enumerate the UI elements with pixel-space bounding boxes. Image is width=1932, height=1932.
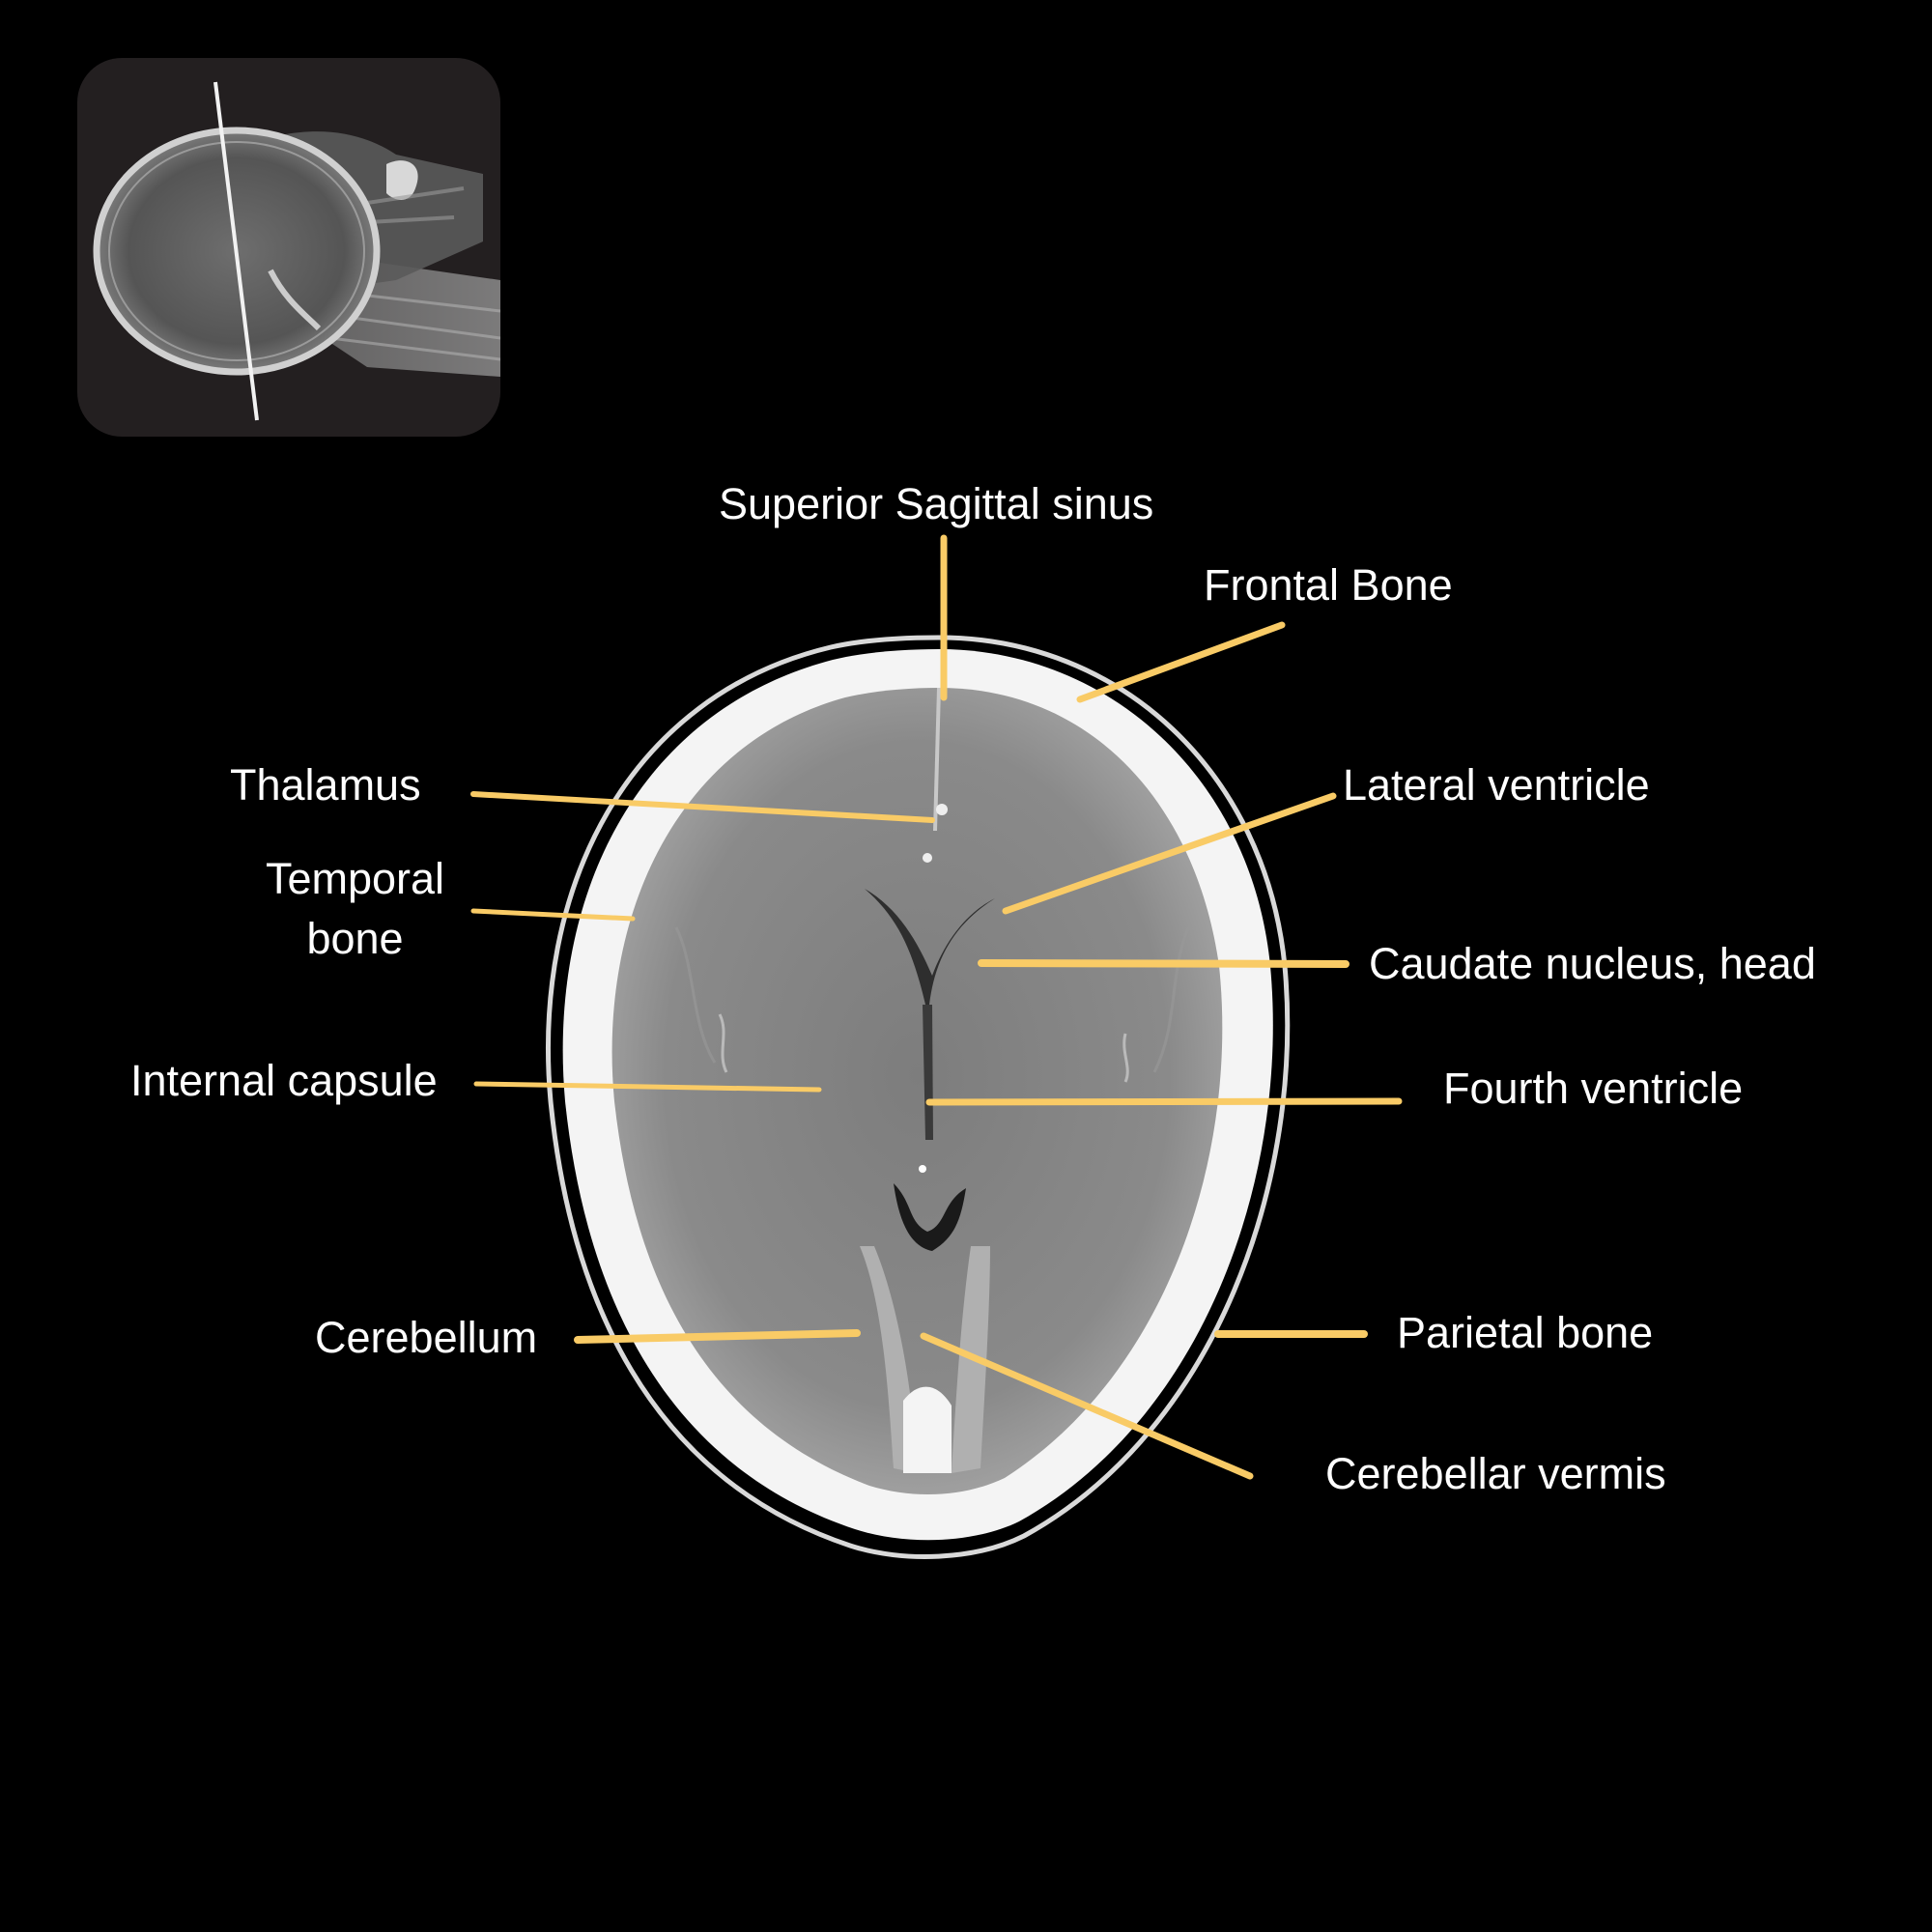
label-fourth-ventricle: Fourth ventricle	[1443, 1064, 1744, 1113]
scout-xray-image	[93, 81, 500, 421]
label-parietal-bone: Parietal bone	[1397, 1308, 1654, 1357]
scout-xray-panel	[77, 58, 500, 437]
leader-line-cerebellum	[574, 1329, 861, 1344]
label-temporal-bone: Temporal bone	[242, 857, 469, 960]
label-frontal-bone: Frontal Bone	[1204, 560, 1453, 610]
leader-line-fourth-ventricle	[925, 1097, 1403, 1106]
label-caudate-nucleus-head: Caudate nucleus, head	[1369, 939, 1816, 988]
label-lateral-ventricle: Lateral ventricle	[1343, 760, 1650, 810]
leader-line-cerebellar-vermis	[920, 1332, 1254, 1480]
label-cerebellar-vermis: Cerebellar vermis	[1325, 1449, 1666, 1498]
label-temporal-bone-line2: bone	[306, 914, 404, 963]
label-cerebellum: Cerebellum	[315, 1313, 538, 1362]
label-superior-sagittal-sinus: Superior Sagittal sinus	[719, 479, 1154, 528]
leader-line-caudate-nucleus-head	[978, 959, 1350, 968]
label-thalamus: Thalamus	[230, 760, 421, 810]
label-temporal-bone-line1: Temporal	[265, 854, 445, 903]
leader-line-frontal-bone	[1076, 621, 1286, 703]
leader-line-internal-capsule	[473, 1081, 822, 1093]
leader-line-lateral-ventricle	[1002, 792, 1337, 915]
leader-line-temporal-bone	[470, 908, 636, 922]
label-internal-capsule: Internal capsule	[130, 1056, 438, 1105]
leader-lines	[470, 534, 1403, 1480]
ct-brain-image	[546, 635, 1291, 1559]
leader-line-thalamus	[470, 791, 935, 823]
